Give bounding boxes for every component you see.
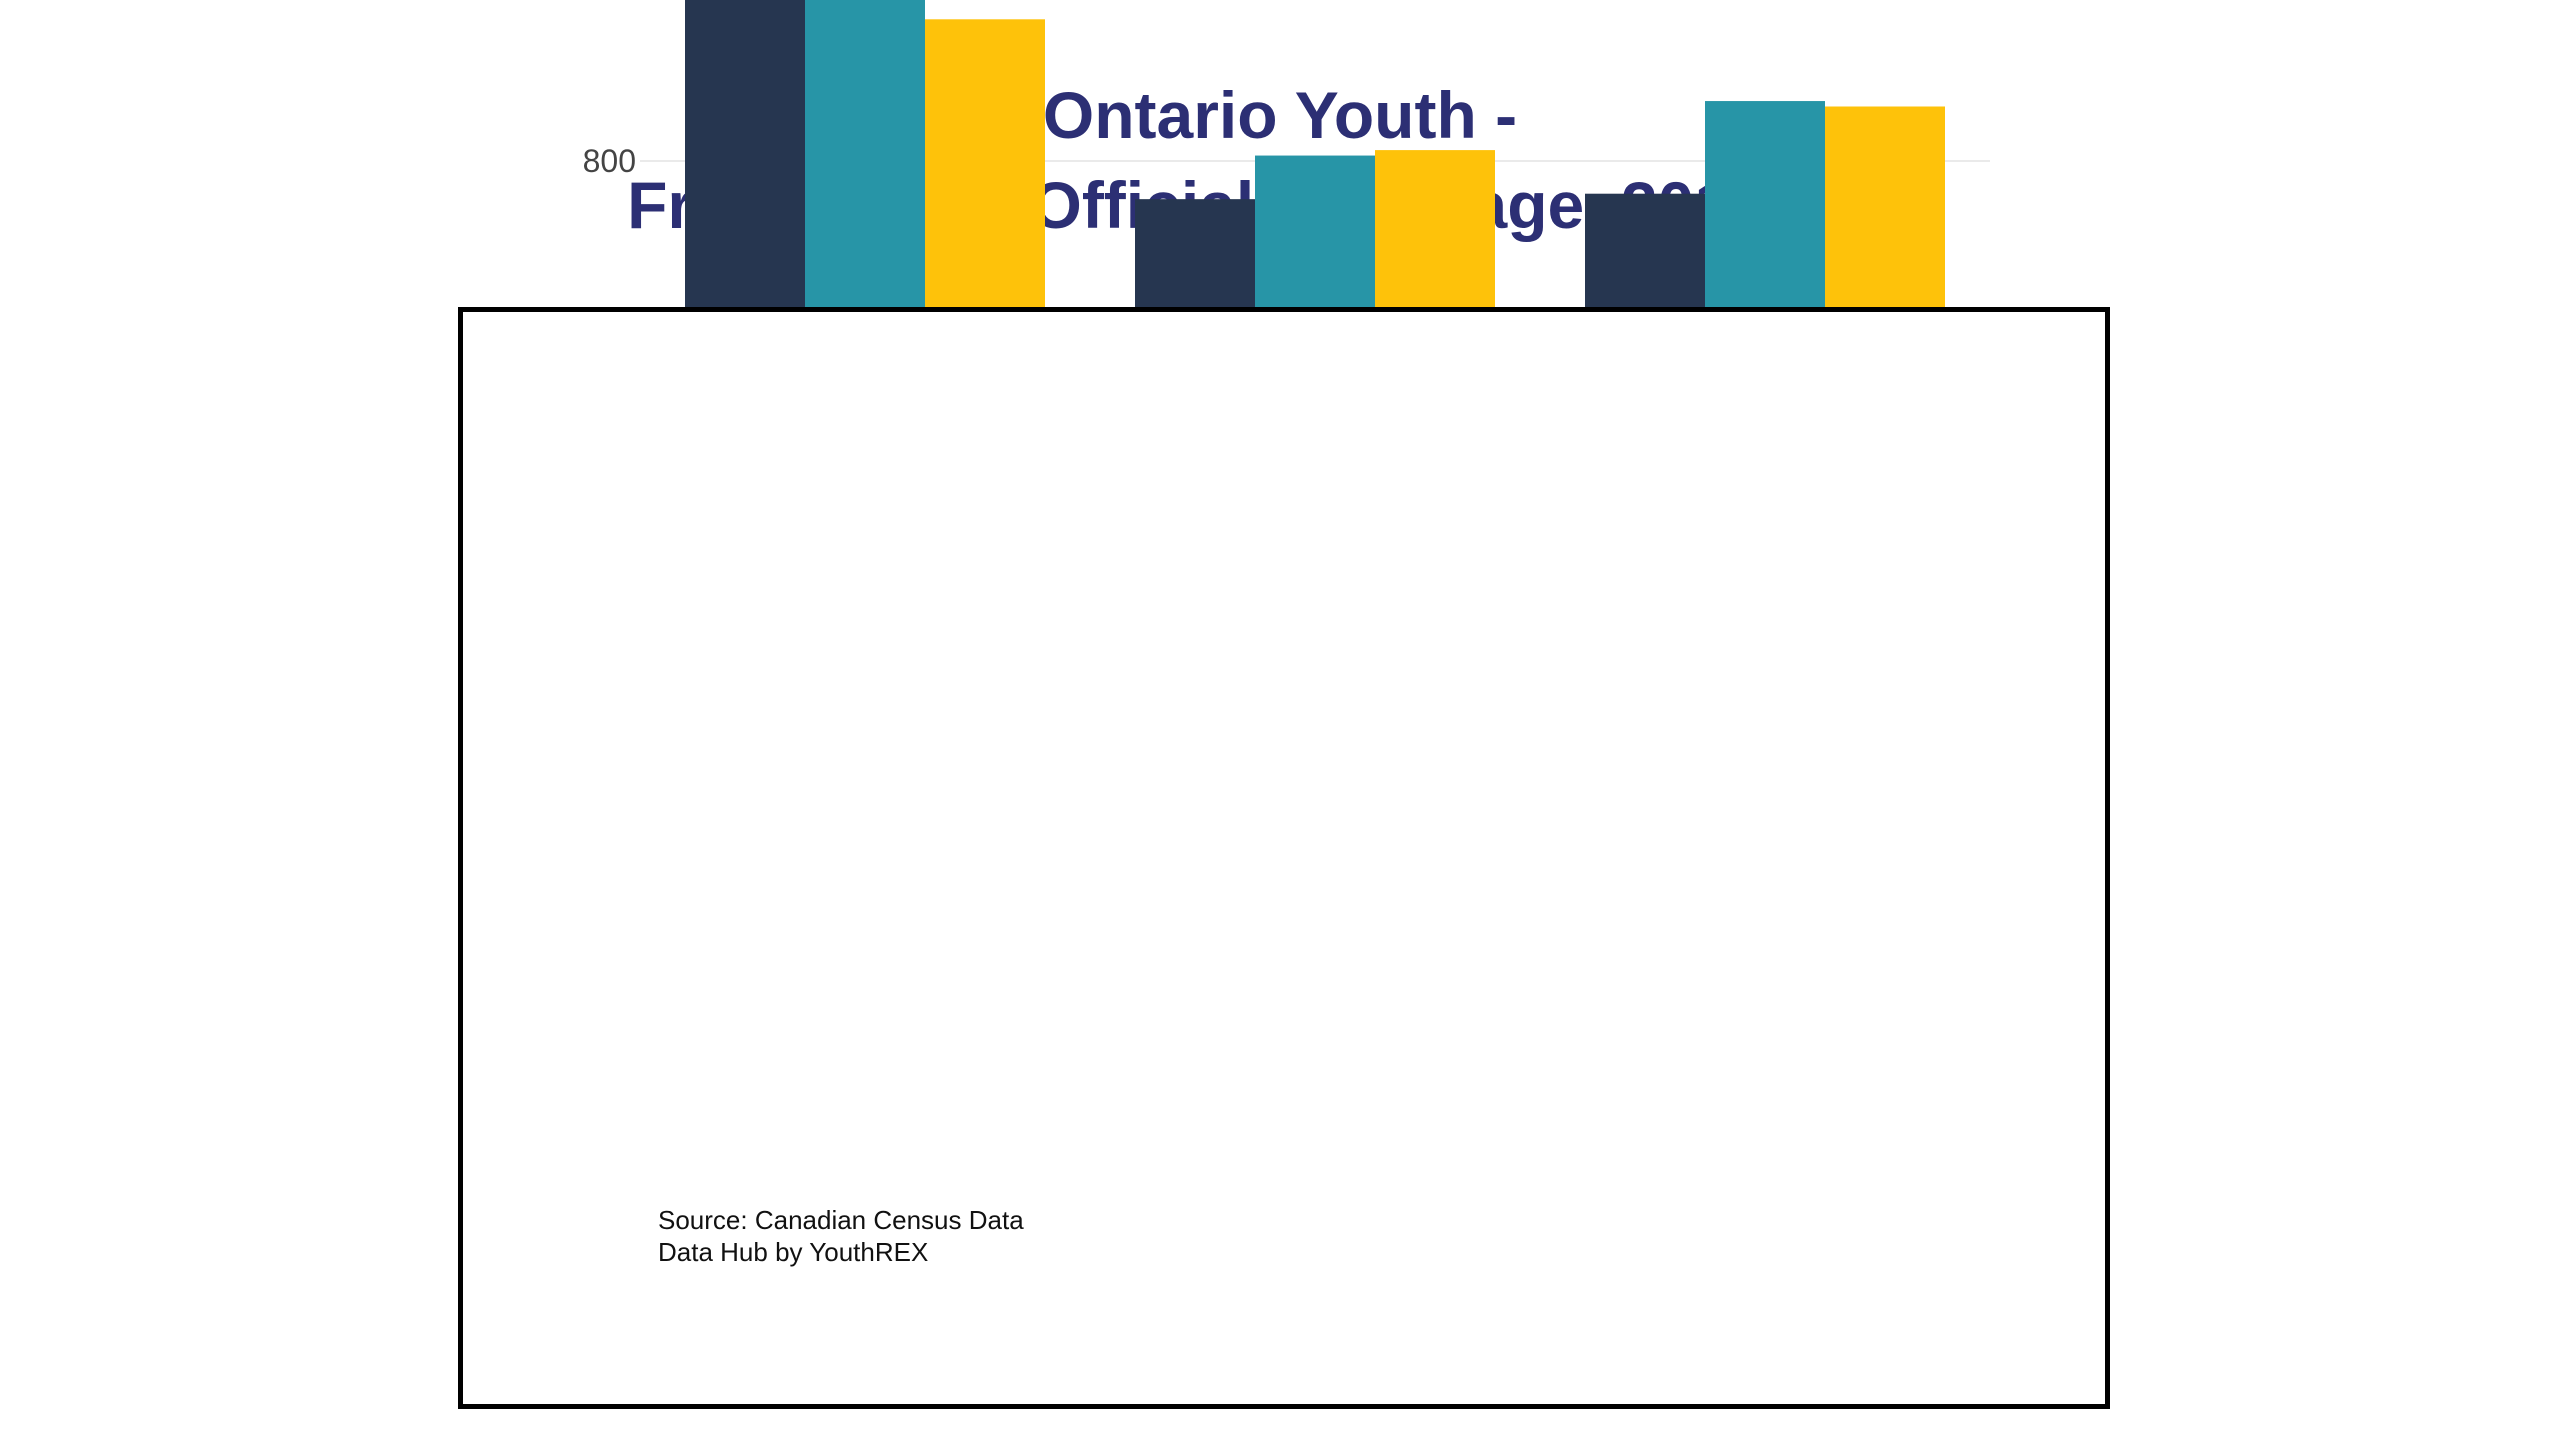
- source-line-2: Data Hub by YouthREX: [658, 1237, 929, 1267]
- chart-frame: [458, 307, 2110, 1409]
- y-tick-label: 800: [583, 143, 636, 179]
- chart-title-line-1: Ontario Youth -: [1042, 78, 1518, 152]
- source-line-1: Source: Canadian Census Data: [658, 1205, 1024, 1235]
- source-note: Source: Canadian Census Data Data Hub by…: [658, 1204, 1024, 1268]
